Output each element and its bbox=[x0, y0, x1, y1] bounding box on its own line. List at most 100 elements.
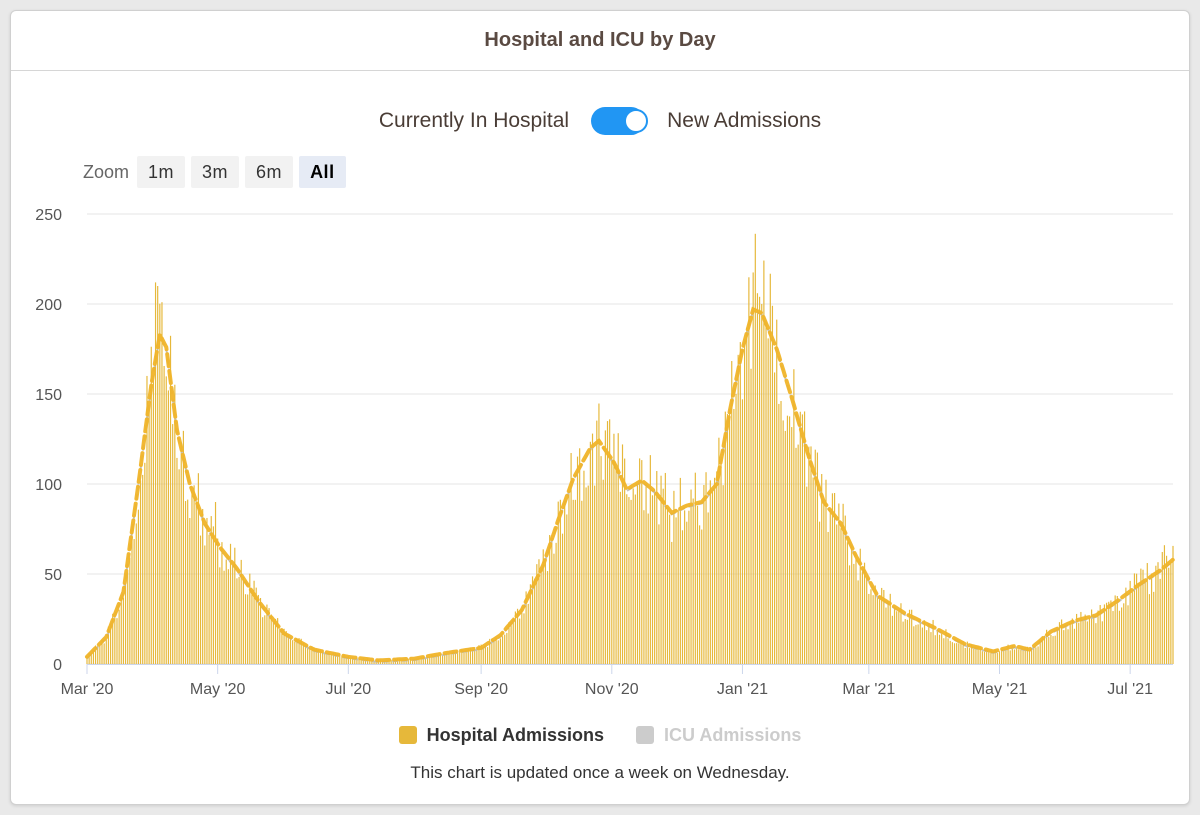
hospital-admission-bar bbox=[112, 613, 114, 664]
hospital-admission-bar bbox=[576, 456, 579, 664]
hospital-admission-bar bbox=[1086, 621, 1088, 664]
hospital-admission-bar bbox=[407, 658, 409, 664]
toggle-label-new[interactable]: New Admissions bbox=[667, 109, 822, 132]
hospital-admission-bar bbox=[630, 499, 632, 664]
hospital-admission-bar bbox=[1165, 555, 1168, 664]
hospital-admission-bar bbox=[881, 587, 883, 664]
hospital-admission-bar bbox=[666, 509, 669, 664]
hospital-admission-bar bbox=[585, 487, 587, 664]
x-tick-label: Jul '21 bbox=[1107, 681, 1153, 698]
hospital-admission-bar bbox=[992, 652, 994, 664]
hospital-admission-bar bbox=[352, 657, 354, 664]
hospital-admission-bar bbox=[619, 491, 621, 664]
zoom-3m-button[interactable]: 3m bbox=[191, 156, 240, 188]
hospital-admission-bar bbox=[956, 643, 958, 664]
mode-toggle-switch[interactable] bbox=[591, 107, 649, 135]
hospital-admission-bar bbox=[343, 654, 345, 664]
hospital-admission-bar bbox=[1131, 592, 1133, 664]
hospital-admission-bar bbox=[444, 655, 446, 664]
zoom-1m-button[interactable]: 1m bbox=[137, 156, 186, 188]
hospital-admission-bar bbox=[519, 618, 521, 664]
hospital-admission-bar bbox=[1067, 629, 1069, 664]
hospital-admission-bar bbox=[257, 594, 259, 664]
hospital-admission-bar bbox=[332, 652, 334, 664]
hospital-admission-bar bbox=[309, 648, 311, 664]
hospital-admission-bar bbox=[632, 488, 634, 664]
hospital-admission-bar bbox=[1118, 610, 1121, 664]
hospital-admission-bar bbox=[489, 638, 491, 664]
toggle-label-current[interactable]: Currently In Hospital bbox=[378, 109, 570, 132]
hospital-admission-bar bbox=[1127, 605, 1129, 664]
hospital-admission-bar bbox=[866, 578, 868, 664]
x-tick-label: May '21 bbox=[972, 681, 1028, 698]
hospital-admission-bar bbox=[799, 411, 801, 664]
hospital-admission-bar bbox=[504, 634, 506, 664]
zoom-6m-button[interactable]: 6m bbox=[245, 156, 294, 188]
hospital-admission-bar bbox=[744, 342, 746, 664]
hospital-admission-bar bbox=[450, 654, 452, 664]
hospital-admission-bar bbox=[414, 658, 416, 664]
hospital-admission-bar bbox=[718, 437, 720, 664]
hospital-admission-bar bbox=[654, 489, 656, 664]
hospital-admission-bar bbox=[724, 411, 726, 664]
x-tick-label: Jul '20 bbox=[325, 681, 371, 698]
hospital-admission-bar bbox=[1170, 561, 1172, 664]
x-tick-label: Mar '21 bbox=[842, 681, 895, 698]
hospital-trend-line bbox=[85, 306, 1175, 663]
hospital-admission-bar bbox=[1146, 563, 1148, 664]
hospital-admission-bar bbox=[437, 655, 439, 664]
hospital-admission-bar bbox=[904, 619, 906, 664]
hospital-admission-bar bbox=[446, 653, 448, 664]
hospital-admission-bar bbox=[281, 628, 283, 664]
hospital-admission-bar bbox=[274, 618, 277, 664]
hospital-admission-bar bbox=[797, 444, 799, 664]
hospital-admission-bar bbox=[92, 650, 95, 664]
hospital-admission-bar bbox=[223, 570, 225, 664]
hospital-admission-bar bbox=[157, 286, 159, 664]
hospital-admission-bar bbox=[1001, 648, 1003, 664]
hospital-admission-bar bbox=[109, 623, 112, 664]
hospital-admission-bar bbox=[936, 629, 938, 664]
hospital-admission-bar bbox=[182, 430, 184, 664]
admissions-chart: 0 50 100 150 200 250 Mar '20 May '20 Jul '20 Sep … bbox=[35, 207, 1175, 698]
hospital-admission-bar bbox=[874, 585, 876, 664]
hospital-admission-bar bbox=[465, 651, 467, 664]
hospital-admission-bar bbox=[707, 512, 709, 664]
hospital-admission-bar bbox=[932, 619, 934, 664]
hospital-admission-bar bbox=[1133, 573, 1136, 664]
legend-hospital[interactable]: Hospital Admissions bbox=[398, 725, 604, 746]
zoom-all-button[interactable]: All bbox=[299, 156, 346, 188]
hospital-admission-bar bbox=[339, 654, 341, 664]
legend-icu-swatch bbox=[636, 726, 654, 744]
chart-title: Hospital and ICU by Day bbox=[484, 29, 716, 51]
hospital-admission-bar bbox=[891, 615, 893, 664]
hospital-admission-bar bbox=[756, 293, 759, 664]
hospital-admission-bar bbox=[146, 375, 148, 664]
hospital-admission-bar bbox=[1018, 649, 1020, 664]
hospital-admission-bar bbox=[486, 647, 489, 664]
hospital-admission-bar bbox=[812, 477, 814, 664]
hospital-admission-bar bbox=[1005, 650, 1007, 664]
hospital-admission-bar bbox=[217, 538, 219, 664]
hospital-admission-bar bbox=[328, 653, 330, 664]
hospital-admission-bar bbox=[247, 594, 249, 664]
legend-icu[interactable]: ICU Admissions bbox=[636, 725, 801, 746]
hospital-admission-bar bbox=[917, 624, 919, 664]
hospital-admission-bar bbox=[210, 516, 212, 664]
toggle-knob bbox=[624, 109, 649, 133]
hospital-admission-bar bbox=[459, 649, 461, 664]
hospital-admission-bar bbox=[1065, 626, 1067, 664]
hospital-admission-bar bbox=[913, 626, 915, 664]
y-tick-label: 150 bbox=[35, 387, 62, 404]
hospital-admission-bar bbox=[187, 499, 189, 664]
hospital-admission-bar bbox=[409, 658, 412, 664]
hospital-admission-bar bbox=[364, 659, 367, 664]
hospital-admission-bar bbox=[553, 553, 555, 664]
hospital-admission-bar bbox=[838, 503, 840, 664]
hospital-admission-bar bbox=[1076, 613, 1078, 664]
hospital-admission-bar bbox=[968, 648, 971, 664]
hospital-admission-bar bbox=[641, 460, 643, 664]
hospital-admission-bar bbox=[1161, 551, 1163, 664]
hospital-admission-bar bbox=[1037, 646, 1039, 664]
hospital-admission-bar bbox=[232, 565, 234, 664]
